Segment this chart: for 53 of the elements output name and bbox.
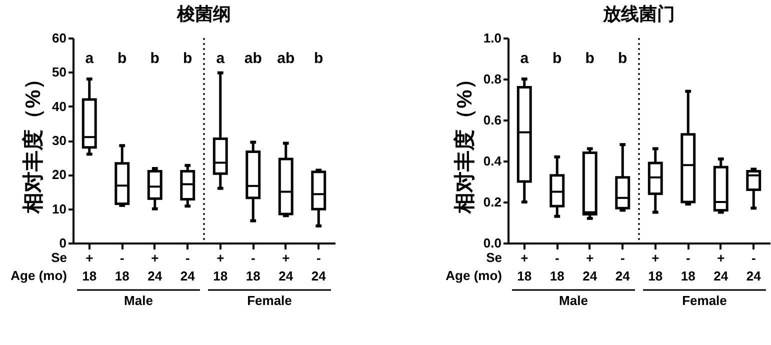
chart-title: 放线菌门: [602, 4, 675, 24]
annotation: b: [552, 50, 562, 67]
annotation: a: [85, 50, 94, 67]
annotation: b: [118, 50, 127, 67]
text: Age (mo): [10, 268, 67, 283]
text: Female: [682, 293, 727, 308]
x-tick-label: - 24: [180, 250, 196, 284]
y-tick-label: 10: [52, 201, 66, 216]
y-tick-label: 0.0: [483, 236, 502, 250]
y-tick-label: 30: [52, 133, 66, 148]
text: Male: [559, 293, 588, 308]
annotation: ab: [277, 50, 295, 67]
text: Se: [51, 250, 67, 265]
annotation: b: [183, 50, 192, 67]
y-tick-label: 0.8: [483, 72, 502, 86]
x-tick-label: - 18: [114, 250, 130, 284]
x-tick-label: + 24: [582, 250, 598, 284]
x-tick-label: - 18: [680, 250, 696, 284]
x-tick-label: + 18: [648, 250, 663, 284]
y-tick-label: 0: [59, 236, 66, 250]
x-tick-label: + 18: [82, 250, 97, 284]
y-axis-title: 相对丰度（%）: [21, 68, 46, 214]
y-tick-label: 20: [52, 167, 66, 182]
x-tick-label: + 24: [278, 250, 294, 284]
x-tick-label: - 18: [550, 250, 564, 284]
x-tick-label: - 24: [746, 250, 762, 284]
annotation: ab: [244, 50, 262, 67]
y-tick-label: 50: [52, 64, 66, 80]
y-tick-label: 1.0: [483, 30, 502, 46]
annotation: b: [150, 50, 160, 67]
y-tick-label: 0.2: [483, 194, 502, 210]
y-tick-label: 0.6: [483, 112, 502, 128]
annotation: a: [216, 50, 226, 67]
text: Age (mo): [446, 268, 502, 283]
y-tick-label: 0.4: [483, 154, 502, 168]
text: Female: [247, 293, 292, 308]
annotation: b: [618, 50, 628, 67]
y-axis-title: 相对丰度（%）: [452, 68, 476, 214]
x-tick-label: - 18: [246, 250, 260, 284]
x-tick-label: + 24: [148, 250, 163, 284]
x-tick-label: + 24: [714, 250, 729, 284]
chart-title: 梭菌纲: [176, 4, 231, 24]
x-tick-label: - 24: [311, 250, 327, 284]
text: Se: [486, 250, 502, 265]
annotation: b: [314, 50, 324, 67]
x-tick-label: + 18: [517, 250, 532, 284]
annotation: a: [520, 50, 530, 67]
y-tick-label: 60: [52, 30, 66, 46]
x-tick-label: - 24: [615, 250, 631, 284]
annotation: b: [585, 50, 594, 67]
x-tick-label: + 18: [213, 250, 228, 284]
y-tick-label: 40: [52, 98, 66, 114]
text: Male: [124, 293, 153, 308]
